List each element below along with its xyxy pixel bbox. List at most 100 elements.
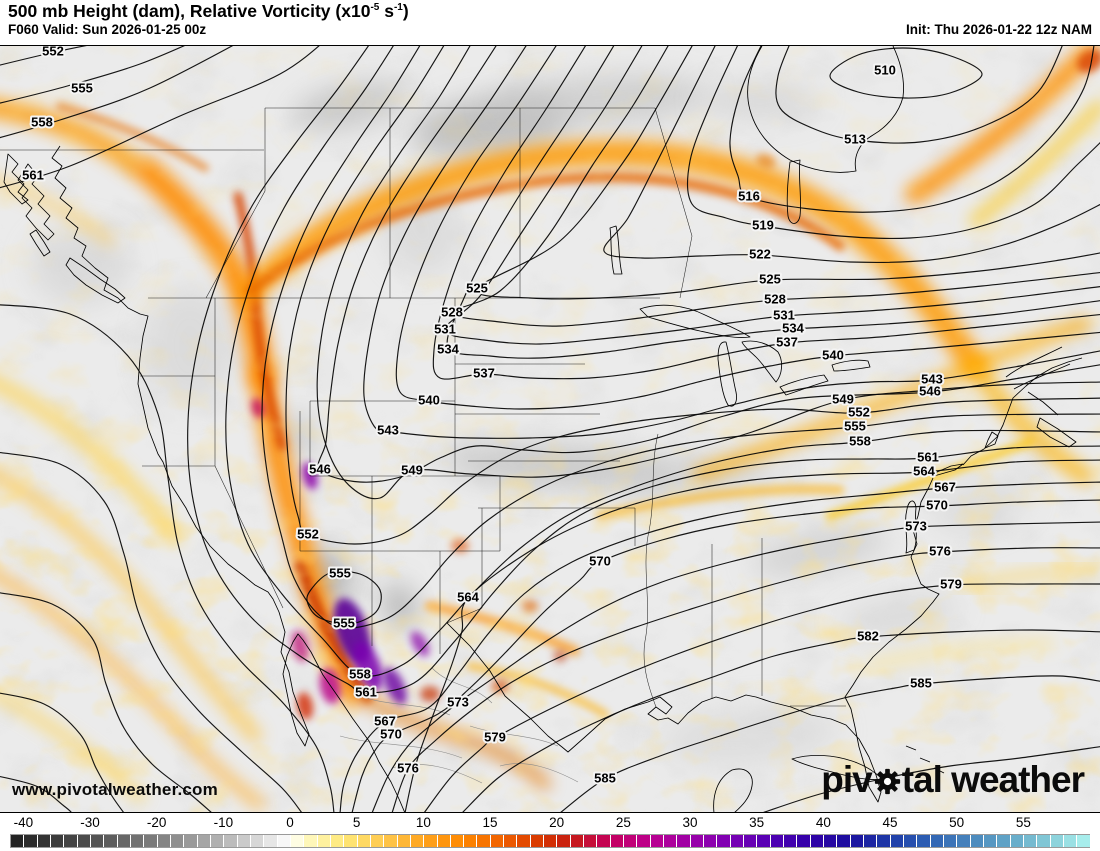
colorbar-gradient bbox=[10, 834, 1090, 848]
colorbar-cell bbox=[770, 835, 784, 847]
colorbar-cell bbox=[224, 835, 237, 847]
colorbar-tick-label: 55 bbox=[1015, 815, 1031, 830]
colorbar-cell bbox=[1077, 835, 1090, 847]
colorbar-cell bbox=[90, 835, 104, 847]
watermark-url: www.pivotalweather.com bbox=[12, 780, 218, 799]
colorbar-cell bbox=[104, 835, 117, 847]
svg-text:555: 555 bbox=[333, 615, 355, 630]
colorbar-cell bbox=[410, 835, 424, 847]
svg-text:558: 558 bbox=[31, 114, 53, 129]
svg-text:546: 546 bbox=[919, 383, 941, 398]
svg-text:570: 570 bbox=[380, 726, 402, 741]
colorbar-cell bbox=[544, 835, 557, 847]
colorbar-tick-label: -40 bbox=[13, 815, 34, 830]
colorbar-cell bbox=[464, 835, 477, 847]
svg-text:534: 534 bbox=[782, 320, 804, 335]
colorbar-cell bbox=[637, 835, 650, 847]
colorbar: -40 -30 -20 -10 0 5 10 15 20 25 30 35 40 45 50 55 bbox=[10, 815, 1090, 851]
colorbar-cell bbox=[1023, 835, 1037, 847]
svg-text:522: 522 bbox=[749, 246, 771, 261]
colorbar-cell bbox=[610, 835, 624, 847]
colorbar-cell bbox=[850, 835, 863, 847]
colorbar-cell bbox=[877, 835, 890, 847]
state-borders bbox=[0, 107, 846, 708]
colorbar-cell bbox=[357, 835, 370, 847]
logo-text-left: piv bbox=[821, 759, 872, 800]
svg-text:552: 552 bbox=[848, 404, 870, 419]
colorbar-tick-label: -10 bbox=[213, 815, 234, 830]
colorbar-cell bbox=[330, 835, 344, 847]
svg-text:555: 555 bbox=[71, 80, 93, 95]
svg-text:582: 582 bbox=[857, 628, 879, 643]
colorbar-cell bbox=[11, 835, 24, 847]
svg-text:510: 510 bbox=[874, 62, 896, 77]
colorbar-cell bbox=[530, 835, 544, 847]
svg-text:546: 546 bbox=[309, 461, 331, 476]
svg-text:555: 555 bbox=[844, 418, 866, 433]
logo-text-right: tal weather bbox=[901, 759, 1085, 800]
colorbar-cell bbox=[184, 835, 197, 847]
colorbar-cell bbox=[970, 835, 983, 847]
colorbar-cell bbox=[237, 835, 250, 847]
colorbar-cell bbox=[784, 835, 797, 847]
colorbar-cell bbox=[717, 835, 730, 847]
page-title: 500 mb Height (dam), Relative Vorticity … bbox=[8, 1, 409, 21]
colorbar-cell bbox=[930, 835, 943, 847]
colorbar-cell bbox=[690, 835, 704, 847]
colorbar-cell bbox=[584, 835, 597, 847]
colorbar-tick-label: 0 bbox=[286, 815, 294, 830]
colorbar-cell bbox=[290, 835, 304, 847]
svg-text:570: 570 bbox=[926, 497, 948, 512]
colorbar-cell bbox=[144, 835, 157, 847]
colorbar-cell bbox=[797, 835, 810, 847]
svg-text:531: 531 bbox=[434, 321, 456, 336]
colorbar-cell bbox=[677, 835, 690, 847]
gear-icon bbox=[874, 768, 900, 795]
header: 500 mb Height (dam), Relative Vorticity … bbox=[0, 0, 1100, 45]
colorbar-cell bbox=[210, 835, 224, 847]
svg-text:528: 528 bbox=[441, 304, 463, 319]
svg-text:543: 543 bbox=[377, 422, 399, 437]
colorbar-cell bbox=[370, 835, 384, 847]
svg-text:540: 540 bbox=[822, 347, 844, 362]
svg-text:555: 555 bbox=[329, 565, 351, 580]
colorbar-cell bbox=[597, 835, 610, 847]
colorbar-cell bbox=[437, 835, 450, 847]
colorbar-cell bbox=[424, 835, 437, 847]
colorbar-tick-label: 15 bbox=[482, 815, 498, 830]
svg-text:528: 528 bbox=[764, 291, 786, 306]
colorbar-tick-label: 35 bbox=[749, 815, 765, 830]
colorbar-cell bbox=[504, 835, 517, 847]
colorbar-ticks: -40 -30 -20 -10 0 5 10 15 20 25 30 35 40 45 50 55 bbox=[10, 815, 1090, 832]
svg-text:567: 567 bbox=[374, 713, 396, 728]
svg-text:561: 561 bbox=[22, 167, 44, 182]
svg-text:558: 558 bbox=[349, 666, 371, 681]
colorbar-cell bbox=[304, 835, 317, 847]
colorbar-cell bbox=[344, 835, 357, 847]
colorbar-cell bbox=[890, 835, 903, 847]
colorbar-cell bbox=[37, 835, 50, 847]
colorbar-cell bbox=[903, 835, 917, 847]
colorbar-tick-label: 50 bbox=[949, 815, 965, 830]
svg-text:579: 579 bbox=[940, 576, 962, 591]
colorbar-cell bbox=[810, 835, 824, 847]
svg-text:585: 585 bbox=[910, 675, 932, 690]
weather-map[interactable]: 552 555 558 561 510 513 516 519 522 525 528 531 534 5… bbox=[0, 45, 1100, 813]
colorbar-cell bbox=[264, 835, 277, 847]
colorbar-cell bbox=[864, 835, 877, 847]
colorbar-cell bbox=[277, 835, 290, 847]
svg-text:525: 525 bbox=[466, 280, 488, 295]
colorbar-tick-label: 25 bbox=[615, 815, 631, 830]
colorbar-cell bbox=[1010, 835, 1023, 847]
colorbar-tick-label: -30 bbox=[80, 815, 100, 830]
height-contours bbox=[0, 46, 1100, 812]
colorbar-cell bbox=[824, 835, 837, 847]
svg-text:561: 561 bbox=[917, 449, 939, 464]
contour-labels: 5525555585615105135165195225255285315345… bbox=[20, 46, 964, 787]
colorbar-cell bbox=[384, 835, 397, 847]
svg-text:531: 531 bbox=[773, 307, 795, 322]
svg-text:549: 549 bbox=[401, 462, 423, 477]
svg-text:549: 549 bbox=[832, 391, 854, 406]
vorticity-max-blobs bbox=[251, 49, 1100, 720]
svg-text:513: 513 bbox=[844, 131, 866, 146]
